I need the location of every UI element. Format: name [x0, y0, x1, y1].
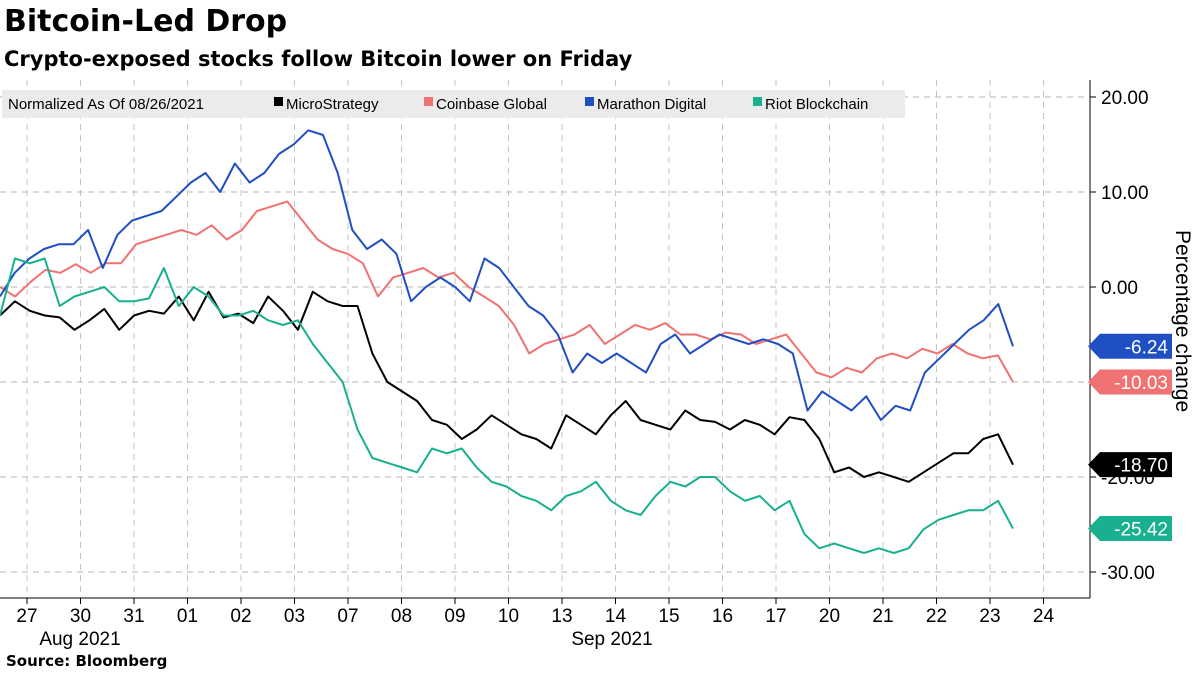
- legend-label: Riot Blockchain: [765, 96, 868, 113]
- series-line: [0, 200, 1014, 383]
- source-note: Source: Bloomberg: [6, 652, 168, 670]
- last-value-text: -10.03: [1114, 373, 1168, 394]
- chart-title: Bitcoin-Led Drop: [4, 4, 288, 39]
- axes: Percentage change: [0, 80, 1194, 599]
- x-tick-label: 20: [819, 606, 840, 627]
- last-value-badge: [1088, 369, 1172, 395]
- y-axis-label: Percentage change: [1171, 230, 1194, 412]
- x-tick-label: 13: [551, 606, 572, 627]
- x-tick-label: 24: [1033, 606, 1055, 627]
- x-tick-label: 21: [872, 606, 893, 627]
- x-tick-label: 03: [284, 606, 305, 627]
- grid-lines: [0, 80, 1088, 598]
- x-tick-label: 14: [605, 606, 627, 627]
- series-lines: [0, 129, 1014, 554]
- legend-label: Coinbase Global: [436, 96, 547, 113]
- legend-swatch: [274, 97, 283, 106]
- last-value-badge: [1088, 333, 1172, 359]
- x-tick-label: 27: [16, 606, 37, 627]
- y-tick-label: 20.00: [1101, 88, 1149, 109]
- series-line: [0, 129, 1014, 421]
- x-month-label: Aug 2021: [39, 629, 120, 650]
- legend: Normalized As Of 08/26/2021 MicroStrateg…: [2, 90, 905, 118]
- last-value-text: -18.70: [1114, 456, 1168, 477]
- x-tick-label: 10: [498, 606, 519, 627]
- x-tick-label: 31: [123, 606, 144, 627]
- x-tick-label: 30: [70, 606, 91, 627]
- last-value-badge: [1088, 452, 1172, 478]
- legend-swatch: [424, 97, 433, 106]
- series-line: [0, 257, 1014, 554]
- x-tick-label: 17: [765, 606, 786, 627]
- y-tick-label: 0.00: [1101, 278, 1138, 299]
- x-tick-label: 15: [658, 606, 679, 627]
- legend-label: MicroStrategy: [286, 96, 379, 113]
- x-tick-label: 01: [177, 606, 198, 627]
- y-tick-label: -30.00: [1101, 563, 1155, 584]
- x-tick-label: 22: [926, 606, 947, 627]
- x-tick-label: 08: [391, 606, 412, 627]
- legend-swatch: [753, 97, 762, 106]
- axis-ticks: 20.0010.000.00-10.00-20.00-30.0027303101…: [16, 88, 1154, 650]
- x-month-label: Sep 2021: [571, 629, 652, 650]
- legend-items: MicroStrategy Coinbase Global Marathon Dig…: [274, 96, 868, 113]
- last-value-badge: [1088, 515, 1172, 541]
- series-line: [0, 290, 1014, 483]
- last-value-text: -6.24: [1125, 337, 1169, 358]
- chart-subtitle: Crypto-exposed stocks follow Bitcoin low…: [4, 47, 633, 71]
- last-value-labels: -18.70 -10.03 -6.24 -25.42: [1088, 333, 1172, 541]
- legend-label: Marathon Digital: [597, 96, 706, 113]
- x-tick-label: 23: [979, 606, 1000, 627]
- legend-title: Normalized As Of 08/26/2021: [8, 96, 204, 113]
- x-tick-label: 16: [712, 606, 733, 627]
- y-tick-label: 10.00: [1101, 183, 1149, 204]
- x-tick-label: 09: [444, 606, 465, 627]
- x-tick-label: 07: [337, 606, 358, 627]
- last-value-text: -25.42: [1114, 519, 1168, 540]
- legend-swatch: [585, 97, 594, 106]
- x-tick-label: 02: [230, 606, 251, 627]
